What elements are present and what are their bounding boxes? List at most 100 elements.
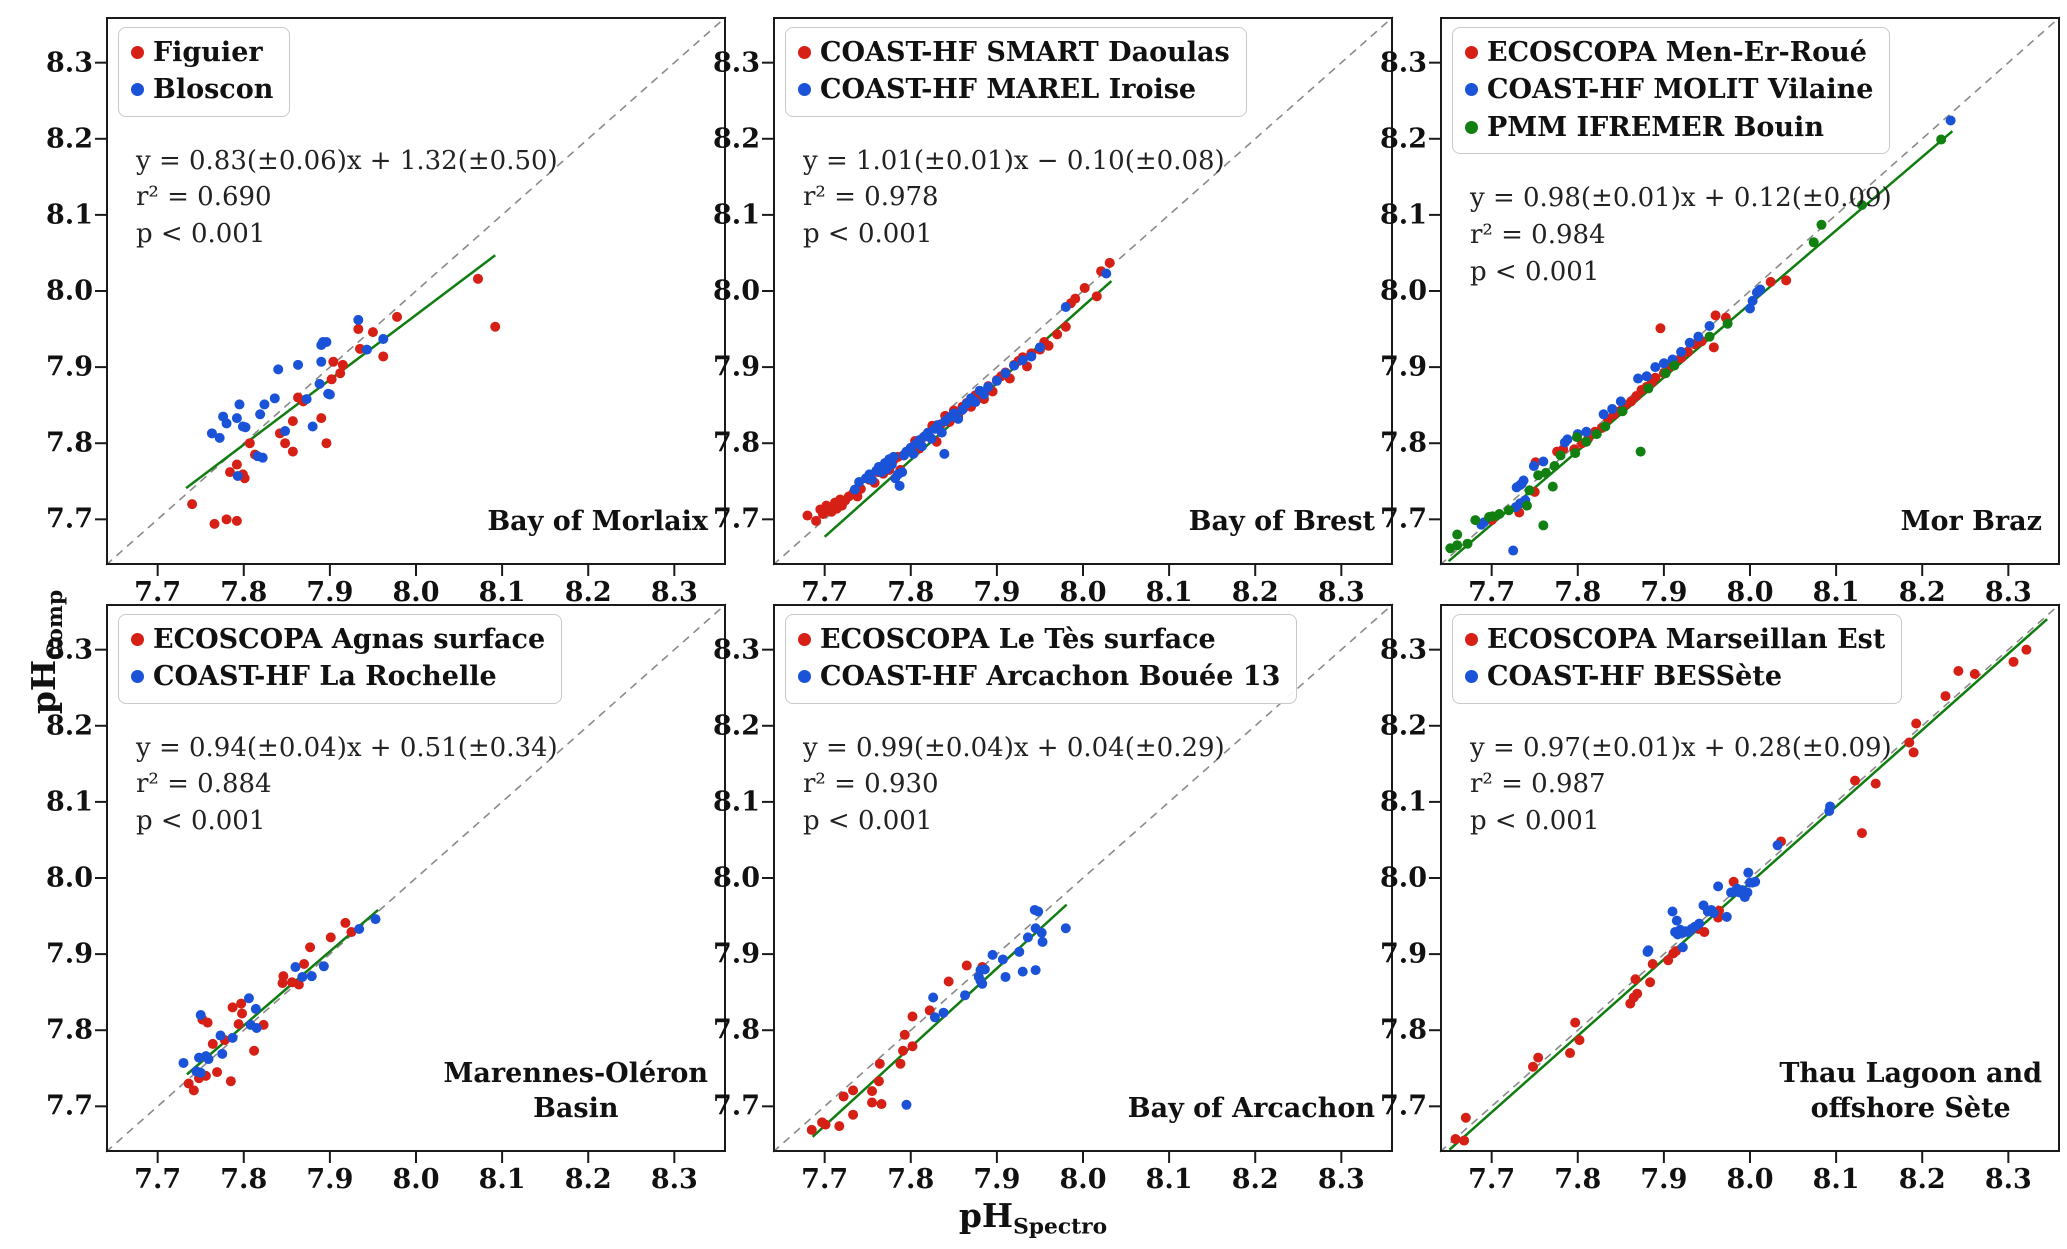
x-tick-label: 8.2 xyxy=(1898,577,1946,608)
y-tick-label: 8.0 xyxy=(46,275,93,307)
data-point xyxy=(231,515,242,526)
legend-marker-icon xyxy=(798,83,811,97)
x-tick-label: 8.1 xyxy=(1145,577,1193,608)
data-point xyxy=(811,515,822,526)
fit-statistics: y = 0.97(±0.01)x + 0.28(±0.09) r² = 0.987… xyxy=(1470,730,1902,841)
data-point xyxy=(1704,331,1715,342)
y-tick-label: 8.3 xyxy=(713,634,760,666)
data-point xyxy=(318,961,329,972)
legend-label: ECOSCOPA Marseillan Est xyxy=(1487,624,1886,655)
site-label: Bay of Arcachon xyxy=(1128,1091,1375,1126)
x-tick-label: 7.9 xyxy=(306,1164,354,1195)
fit-statistics: y = 1.01(±0.01)x − 0.10(±0.08) r² = 0.978… xyxy=(803,143,1247,254)
data-point xyxy=(1452,529,1463,540)
regression-line xyxy=(186,909,379,1076)
data-point xyxy=(1528,1061,1538,1072)
data-point xyxy=(1570,448,1581,459)
data-point xyxy=(221,514,232,525)
x-tick-label: 8.0 xyxy=(1726,1164,1774,1195)
data-point xyxy=(325,932,336,943)
legend-entry: ECOSCOPA Agnas surface xyxy=(131,621,545,658)
data-point xyxy=(820,1119,831,1130)
y-tick-label: 7.8 xyxy=(1380,427,1427,459)
data-point xyxy=(1615,396,1626,407)
x-tick-label: 8.3 xyxy=(1984,1164,2032,1195)
data-point xyxy=(1549,461,1560,472)
x-tick-label: 7.7 xyxy=(801,577,849,608)
site-label-line: Thau Lagoon and xyxy=(1779,1057,2042,1089)
y-tick-label: 7.7 xyxy=(1380,503,1427,535)
y-tick-label: 7.7 xyxy=(713,503,760,535)
data-point xyxy=(183,1078,194,1089)
data-point xyxy=(1508,545,1519,556)
data-point xyxy=(1528,461,1539,472)
legend-label: COAST-HF La Rochelle xyxy=(153,661,497,693)
identity-line xyxy=(105,603,727,1153)
fit-p-value: p < 0.001 xyxy=(1470,806,1600,837)
data-point xyxy=(231,413,242,424)
legend: ECOSCOPA Marseillan Est COAST-HF BESSète xyxy=(1452,614,1903,704)
data-point xyxy=(1034,342,1045,353)
y-tick-label: 8.3 xyxy=(46,634,93,666)
data-point xyxy=(970,397,981,408)
data-point xyxy=(1470,515,1481,526)
identity-line xyxy=(105,16,727,566)
data-point xyxy=(924,1005,935,1016)
x-tick-label: 7.9 xyxy=(973,577,1021,608)
data-point xyxy=(1940,691,1951,702)
data-point xyxy=(187,499,198,510)
legend-marker-icon xyxy=(1465,83,1478,97)
data-point xyxy=(960,990,971,1001)
fit-statistics: y = 0.99(±0.04)x + 0.04(±0.29) r² = 0.930… xyxy=(803,730,1297,841)
data-point xyxy=(1667,906,1678,917)
data-point xyxy=(243,993,254,1004)
y-tick-label: 8.3 xyxy=(713,47,760,79)
data-point xyxy=(1650,362,1661,373)
data-point xyxy=(1533,1052,1544,1063)
data-point xyxy=(1911,718,1922,729)
data-point xyxy=(251,1022,262,1033)
data-point xyxy=(802,510,813,521)
y-tick-label: 8.1 xyxy=(46,199,93,231)
y-tick-label: 8.0 xyxy=(46,862,93,894)
data-point xyxy=(367,327,378,338)
data-point xyxy=(1856,828,1867,839)
data-point xyxy=(209,518,220,529)
data-point xyxy=(324,389,335,400)
data-point xyxy=(939,448,950,459)
site-label-line: Basin xyxy=(533,1092,619,1124)
scatter-panel: 7.7 7.8 7.9 8.0 8.1 8.2 8.3 7.7 7.8 7.9 8.0 8.1 8.2 8… xyxy=(713,16,1394,608)
x-tick-label: 8.0 xyxy=(1726,577,1774,608)
x-tick-label: 8.1 xyxy=(478,1164,526,1195)
data-point xyxy=(1521,500,1532,511)
x-tick-label: 8.2 xyxy=(1898,1164,1946,1195)
data-point xyxy=(1052,329,1063,340)
legend-entry: ECOSCOPA Marseillan Est xyxy=(1465,621,1885,658)
data-point xyxy=(328,356,339,367)
y-tick-label: 8.1 xyxy=(713,199,760,231)
data-point xyxy=(225,1076,236,1087)
data-point xyxy=(1660,368,1671,379)
data-point xyxy=(1663,955,1674,966)
data-point xyxy=(908,448,919,459)
data-point xyxy=(1781,275,1792,286)
data-point xyxy=(961,960,972,971)
legend: ECOSCOPA Men-Er-Roué COAST-HF MOLIT Vilai… xyxy=(1452,27,1891,154)
data-point xyxy=(290,962,301,973)
x-tick-label: 7.8 xyxy=(887,1164,935,1195)
legend-marker-icon xyxy=(1465,46,1478,60)
y-tick-label: 8.0 xyxy=(1380,275,1427,307)
data-point xyxy=(250,1003,261,1014)
scatter-panel: 7.7 7.8 7.9 8.0 8.1 8.2 8.3 7.7 7.8 7.9 8.0 8.1 8.2 8… xyxy=(46,16,727,608)
data-point xyxy=(188,1085,199,1096)
x-tick-label: 8.0 xyxy=(1059,1164,1107,1195)
data-point xyxy=(206,428,217,439)
site-label: Bay of Brest xyxy=(1189,504,1375,539)
y-tick-label: 8.0 xyxy=(1380,862,1427,894)
data-point xyxy=(1850,775,1861,786)
plot-area xyxy=(1429,603,2061,1163)
data-point xyxy=(2021,644,2032,655)
x-tick-label: 7.7 xyxy=(134,1164,182,1195)
data-point xyxy=(195,1067,206,1078)
